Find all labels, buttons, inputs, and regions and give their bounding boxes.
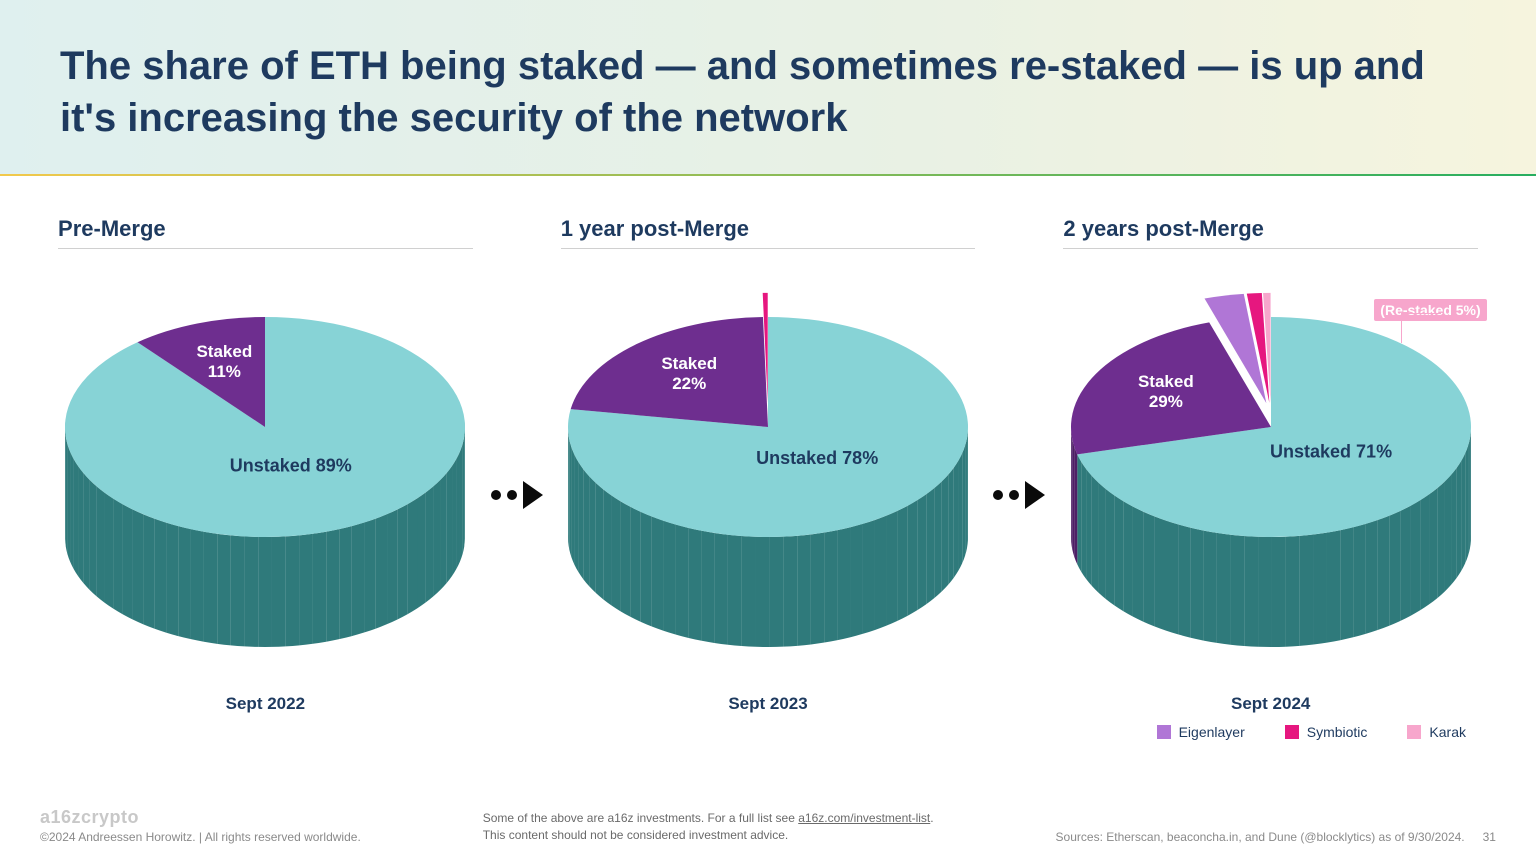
chart-date: Sept 2023 [728, 694, 807, 714]
disclaimer: Some of the above are a16z investments. … [483, 810, 934, 844]
svg-text:Staked: Staked [1138, 372, 1194, 391]
chart-column: 1 year post-Merge Unstaked 78%Staked22% … [543, 216, 994, 714]
chart-column: 2 years post-Merge Unstaked 71% Staked29%… [1045, 216, 1496, 714]
svg-text:Staked: Staked [197, 342, 253, 361]
legend-swatch [1285, 725, 1299, 739]
restake-legend: Eigenlayer Symbiotic Karak [0, 714, 1536, 740]
chart-heading: 2 years post-Merge [1063, 216, 1478, 249]
legend-label: Symbiotic [1307, 724, 1368, 740]
dot-icon [1009, 490, 1019, 500]
pie-wrap: Unstaked 71%Staked29% (Re-staked 5%) [1061, 267, 1481, 672]
svg-text:Unstaked 71%: Unstaked 71% [1270, 442, 1392, 462]
brand-logo: a16zcrypto [40, 807, 361, 828]
charts-row: Pre-Merge Unstaked 89%Staked11% Sept 202… [0, 176, 1536, 714]
pie-chart: Unstaked 78% Staked22% [558, 267, 978, 667]
page-number: 31 [1483, 830, 1496, 844]
svg-text:Unstaked 89%: Unstaked 89% [230, 455, 352, 475]
chart-date: Sept 2024 [1231, 694, 1310, 714]
chart-heading: Pre-Merge [58, 216, 473, 249]
sources-text: Sources: Etherscan, beaconcha.in, and Du… [1056, 830, 1465, 844]
disclaimer-line1a: Some of the above are a16z investments. … [483, 811, 799, 825]
legend-swatch [1407, 725, 1421, 739]
pie-chart: Unstaked 89% Staked11% [55, 267, 475, 667]
svg-text:22%: 22% [672, 374, 706, 393]
legend-label: Karak [1429, 724, 1466, 740]
legend-item: Karak [1407, 724, 1466, 740]
disclaimer-line1b: . [930, 811, 933, 825]
pie-wrap: Unstaked 78% Staked22% [558, 267, 978, 672]
arrow-separator [993, 481, 1045, 509]
svg-text:29%: 29% [1148, 392, 1182, 411]
copyright-text: ©2024 Andreessen Horowitz. | All rights … [40, 830, 361, 844]
chart-heading: 1 year post-Merge [561, 216, 976, 249]
arrow-right-icon [1025, 481, 1045, 509]
legend-swatch [1157, 725, 1171, 739]
restake-callout-line [1401, 313, 1441, 343]
svg-text:Unstaked 78%: Unstaked 78% [756, 448, 878, 468]
svg-text:11%: 11% [208, 362, 241, 381]
investment-list-link[interactable]: a16z.com/investment-list [798, 811, 930, 825]
disclaimer-line2: This content should not be considered in… [483, 828, 789, 842]
arrow-separator [491, 481, 543, 509]
legend-item: Eigenlayer [1157, 724, 1245, 740]
dot-icon [491, 490, 501, 500]
legend-label: Eigenlayer [1179, 724, 1245, 740]
slide-footer: a16zcrypto ©2024 Andreessen Horowitz. | … [0, 807, 1536, 844]
slide-header: The share of ETH being staked — and some… [0, 0, 1536, 176]
dot-icon [507, 490, 517, 500]
chart-column: Pre-Merge Unstaked 89% Staked11% Sept 202… [40, 216, 491, 714]
arrow-right-icon [523, 481, 543, 509]
dot-icon [993, 490, 1003, 500]
chart-date: Sept 2022 [226, 694, 305, 714]
pie-wrap: Unstaked 89% Staked11% [55, 267, 475, 672]
svg-text:Staked: Staked [661, 354, 717, 373]
slide-title: The share of ETH being staked — and some… [60, 40, 1476, 144]
legend-item: Symbiotic [1285, 724, 1368, 740]
